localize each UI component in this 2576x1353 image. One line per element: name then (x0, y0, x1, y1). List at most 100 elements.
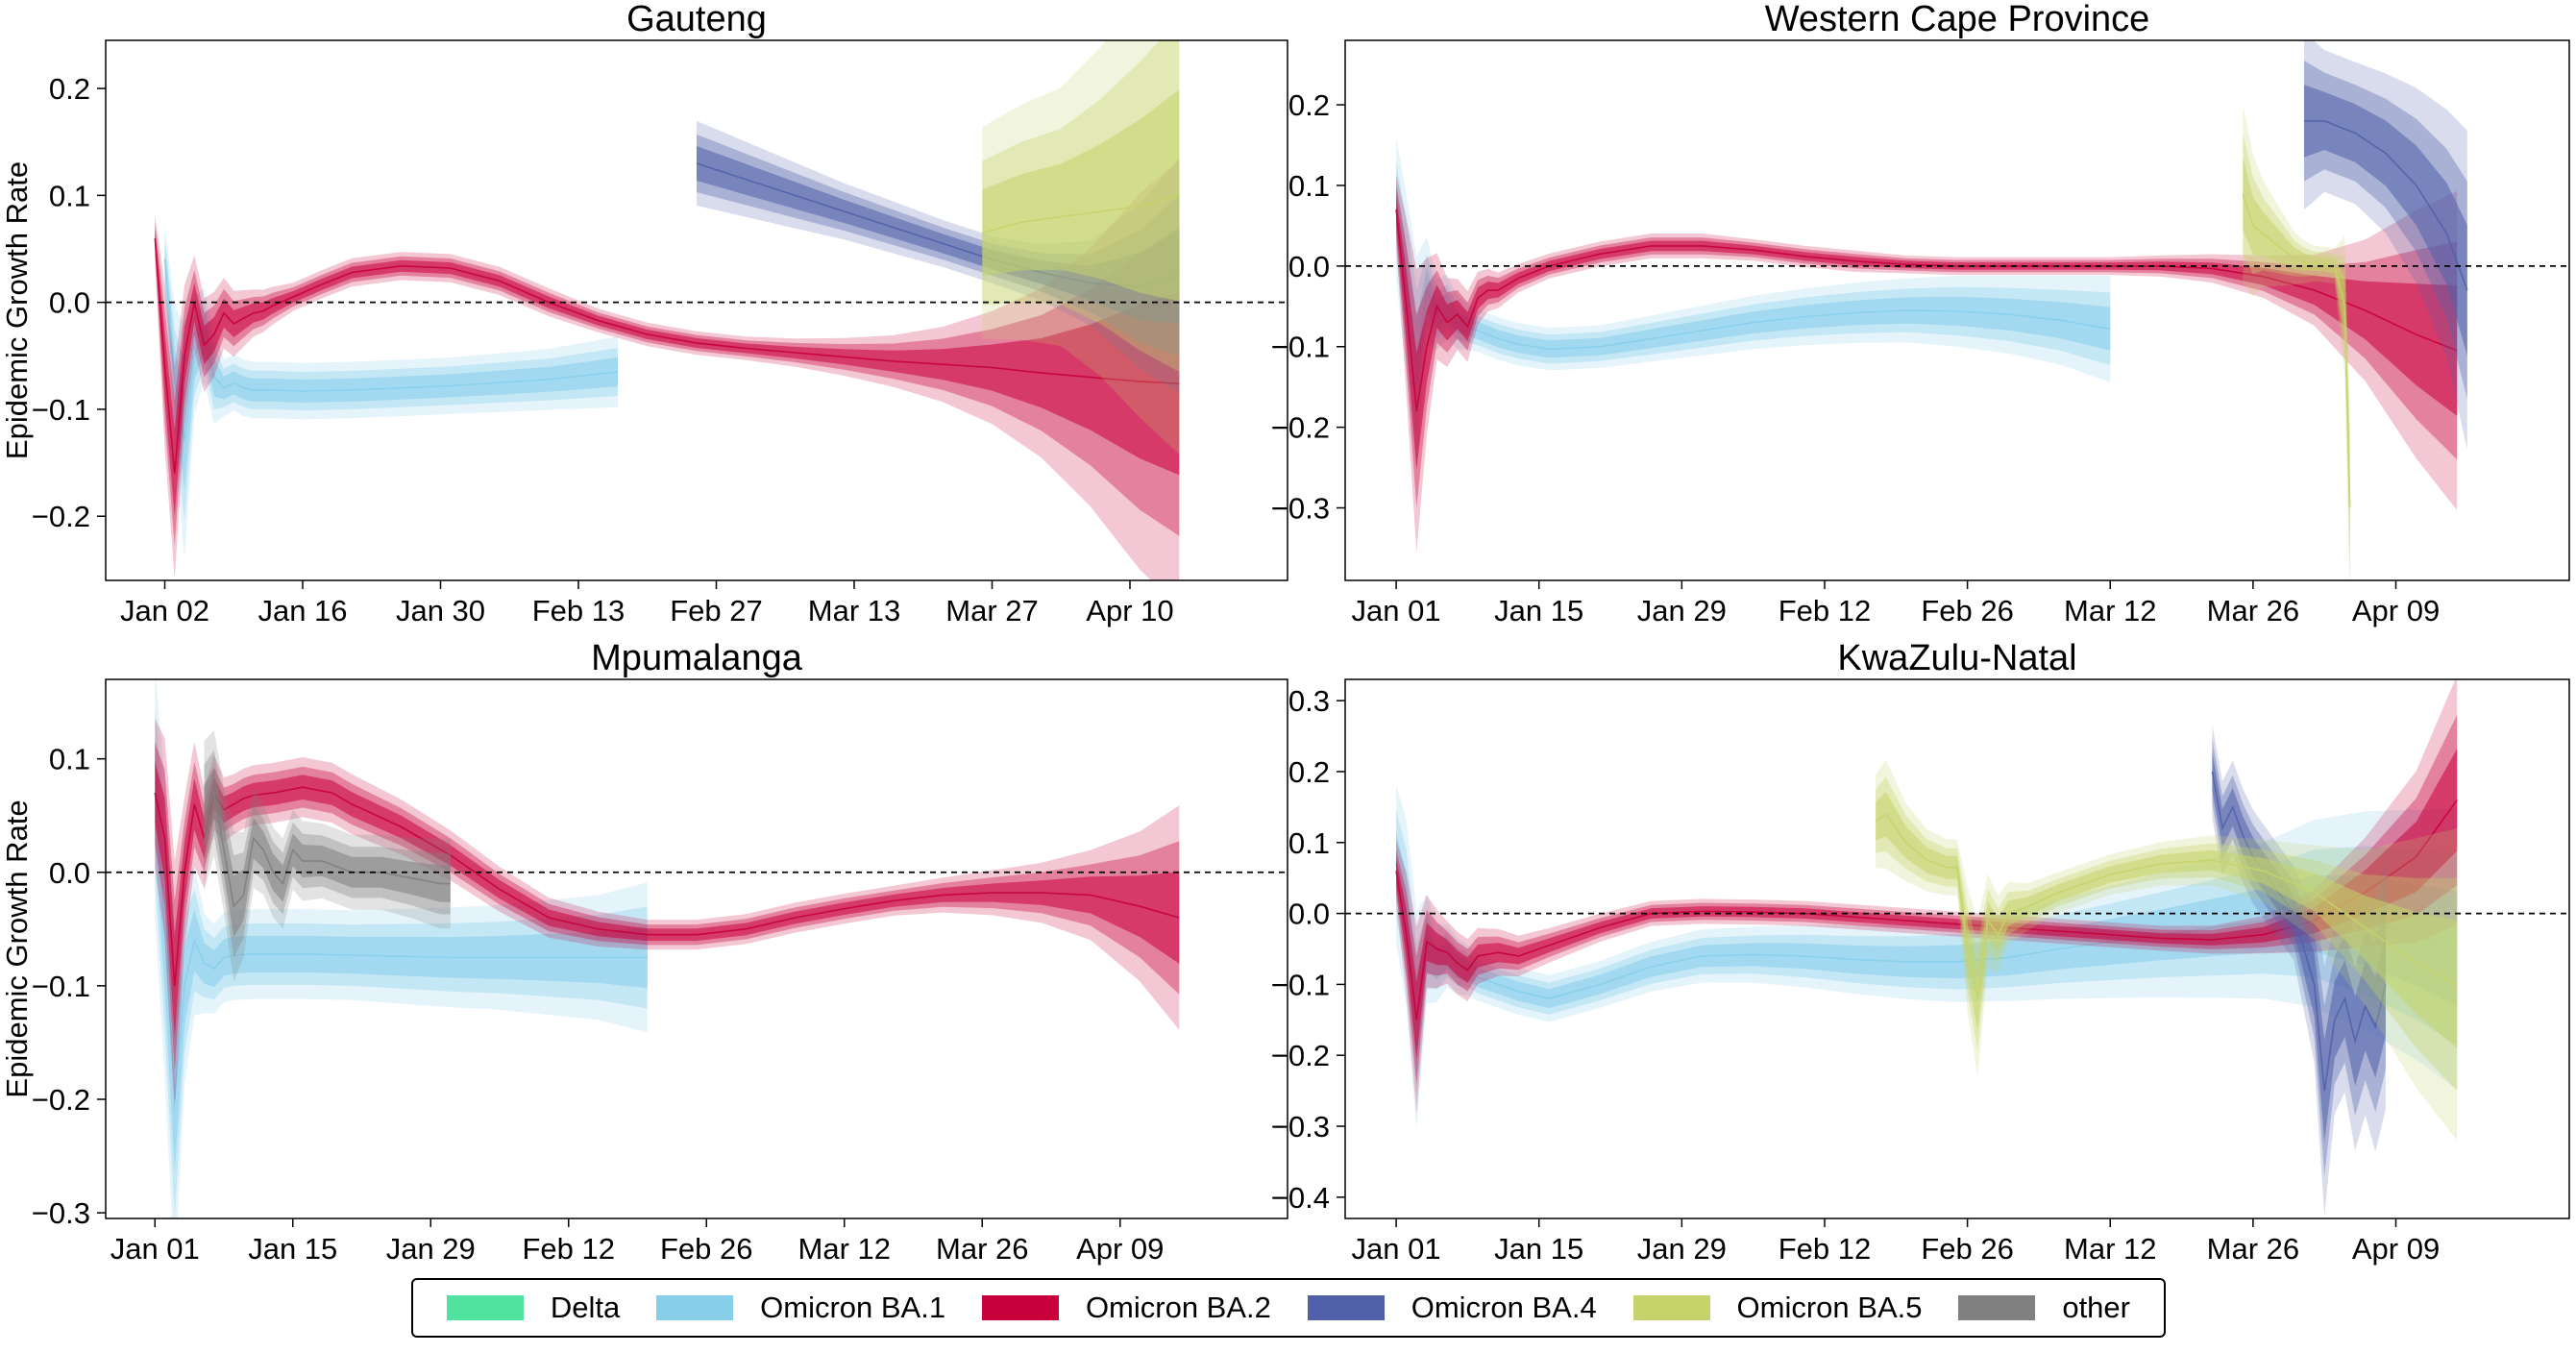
x-tick-label: Apr 10 (1086, 594, 1173, 627)
legend-item-omicron-ba5: Omicron BA.5 (1632, 1291, 1922, 1325)
x-tick-label: Feb 12 (522, 1232, 615, 1266)
panel-title: Gauteng (626, 0, 767, 39)
y-tick-label: 0.2 (1288, 755, 1330, 789)
y-tick-label: 0.0 (49, 286, 90, 320)
series-line (1395, 209, 2458, 412)
y-tick-label: −0.3 (1271, 492, 1330, 526)
series-line (696, 162, 1180, 287)
y-tick-label: 0.1 (1288, 169, 1330, 203)
legend-swatch (446, 1295, 524, 1320)
series-band (697, 146, 1180, 324)
legend-label: Delta (550, 1291, 621, 1324)
series-band (155, 762, 1180, 1037)
x-tick-label: Feb 27 (670, 594, 763, 627)
series-band (697, 120, 1180, 394)
series-line (982, 194, 1180, 234)
series-band (2243, 157, 2350, 552)
axes-frame (1344, 39, 2570, 581)
legend-item-omicron-ba1: Omicron BA.1 (656, 1291, 945, 1325)
x-tick-label: Mar 26 (936, 1232, 1028, 1266)
y-axis-label: Epidemic Growth Rate (0, 800, 34, 1097)
y-axis-label: Epidemic Growth Rate (0, 161, 34, 459)
plot-area-1 (1395, 40, 2468, 580)
x-tick-label: Jan 16 (258, 594, 347, 627)
series-line (1395, 800, 2458, 1021)
x-tick-label: Jan 29 (1637, 1232, 1727, 1266)
y-tick-label: −0.1 (1271, 331, 1330, 364)
series-band (1396, 138, 2111, 470)
y-tick-label: −0.4 (1271, 1181, 1330, 1215)
x-tick-label: Mar 12 (798, 1232, 891, 1266)
y-tick-label: 0.1 (1288, 826, 1330, 860)
legend-item-omicron-ba4: Omicron BA.4 (1307, 1291, 1597, 1325)
x-tick-label: Apr 09 (1076, 1232, 1164, 1266)
x-tick-label: Jan 15 (248, 1232, 337, 1266)
series-omicron-ba-5 (2242, 105, 2351, 580)
y-tick-label: 0.1 (49, 743, 90, 776)
y-tick-label: −0.2 (1271, 411, 1330, 445)
x-tick-label: Feb 26 (1921, 594, 2014, 627)
legend-label: Omicron BA.2 (1085, 1291, 1271, 1324)
legend-swatch (981, 1295, 1059, 1320)
y-tick-label: −0.2 (1271, 1039, 1330, 1072)
plot-area-3 (1395, 679, 2458, 1216)
series-band (1396, 195, 2458, 470)
series-line (203, 790, 451, 908)
plot-area-0 (154, 40, 1180, 580)
legend: Delta Omicron BA.1 Omicron BA.2 Omicron … (411, 1278, 2166, 1338)
panel-title: KwaZulu-Natal (1837, 638, 2076, 678)
plot-area-2 (154, 679, 1180, 1218)
x-tick-label: Jan 01 (1352, 594, 1441, 627)
series-omicron-ba-4 (2304, 40, 2468, 451)
axes-frame (105, 678, 1288, 1219)
legend-label: Omicron BA.1 (760, 1291, 946, 1324)
x-tick-label: Feb 26 (1921, 1232, 2014, 1266)
x-tick-label: Jan 15 (1494, 594, 1583, 627)
series-line (163, 259, 619, 442)
y-tick-label: 0.0 (1288, 250, 1330, 283)
x-tick-label: Jan 01 (110, 1232, 200, 1266)
series-band (155, 228, 1180, 517)
legend-label: Omicron BA.4 (1411, 1291, 1597, 1324)
y-tick-label: −0.3 (32, 1196, 90, 1230)
x-tick-label: Feb 12 (1779, 594, 1872, 627)
series-omicron-ba-1 (154, 679, 648, 1218)
x-tick-label: Feb 12 (1779, 1232, 1872, 1266)
y-tick-label: −0.2 (32, 1083, 90, 1117)
y-tick-label: −0.1 (32, 393, 90, 427)
legend-label: other (2062, 1291, 2130, 1324)
series-line (2211, 771, 2387, 1092)
axes-frame (105, 39, 1288, 581)
x-tick-label: Apr 09 (2352, 594, 2440, 627)
series-band (1876, 759, 2458, 1141)
series-line (154, 237, 1180, 474)
y-tick-label: −0.1 (1271, 968, 1330, 1001)
y-tick-label: −0.2 (32, 500, 90, 533)
y-tick-label: 0.0 (1288, 898, 1330, 931)
x-tick-label: Mar 12 (2064, 1232, 2156, 1266)
x-tick-label: Jan 29 (386, 1232, 476, 1266)
x-tick-label: Mar 26 (2207, 1232, 2299, 1266)
series-other (203, 730, 451, 982)
series-omicron-ba-1 (163, 224, 619, 559)
y-tick-label: 0.2 (49, 72, 90, 106)
panel-title: Mpumalanga (591, 638, 803, 678)
x-tick-label: Feb 13 (532, 594, 626, 627)
x-tick-label: Jan 29 (1637, 594, 1727, 627)
x-tick-label: Mar 12 (2064, 594, 2156, 627)
legend-item-other: other (1958, 1291, 2130, 1325)
series-band (204, 767, 451, 938)
series-omicron-ba-5 (982, 40, 1180, 455)
legend-swatch (1632, 1295, 1710, 1320)
x-tick-label: Mar 13 (808, 594, 900, 627)
legend-swatch (1958, 1295, 2036, 1320)
y-tick-label: 0.2 (1288, 88, 1330, 122)
x-tick-label: Feb 26 (660, 1232, 753, 1266)
legend-item-delta: Delta (446, 1291, 621, 1325)
series-band (155, 718, 1180, 1111)
y-tick-label: −0.3 (1271, 1110, 1330, 1144)
series-omicron-ba-5 (1875, 759, 2458, 1141)
x-tick-label: Apr 09 (2352, 1232, 2440, 1266)
